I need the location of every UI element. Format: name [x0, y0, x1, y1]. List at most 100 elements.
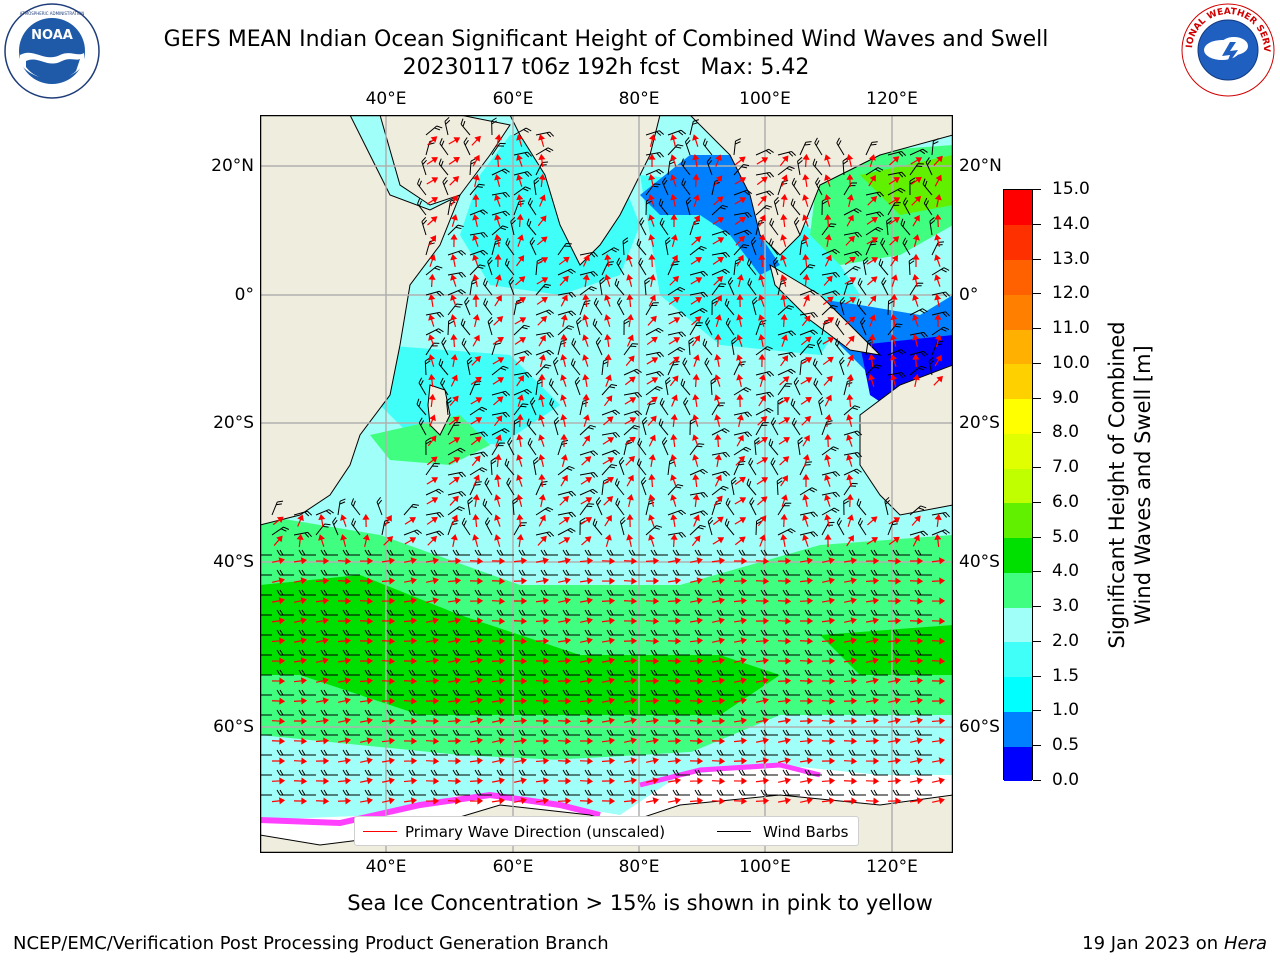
wave-direction-arrow	[381, 657, 396, 665]
wave-height-map	[260, 115, 953, 853]
wave-direction-arrow	[867, 516, 878, 526]
wave-direction-arrow	[888, 517, 901, 525]
wind-barb	[716, 609, 734, 616]
wind-barb	[884, 496, 891, 516]
wind-barb	[510, 216, 516, 236]
wind-barb	[843, 405, 861, 416]
wave-direction-arrow	[800, 797, 813, 805]
wind-barb	[909, 331, 929, 338]
wind-barb	[557, 490, 577, 497]
wave-direction-arrow	[712, 217, 725, 225]
wave-direction-arrow	[315, 557, 330, 565]
wave-direction-arrow	[822, 337, 835, 345]
wind-barb	[430, 729, 448, 736]
wind-barb	[782, 569, 800, 576]
wave-direction-arrow	[557, 617, 571, 625]
wave-direction-arrow	[427, 435, 437, 447]
wave-direction-arrow	[580, 657, 593, 665]
wind-barb	[804, 649, 822, 656]
wave-direction-arrow	[516, 494, 524, 507]
wave-direction-arrow	[667, 577, 682, 585]
wind-barb	[694, 789, 712, 796]
wind-barb	[702, 138, 713, 156]
wind-barb	[694, 549, 712, 556]
wind-barb	[928, 356, 935, 376]
wind-barb	[870, 729, 888, 736]
wave-direction-arrow	[711, 737, 726, 745]
wave-direction-arrow	[755, 577, 770, 585]
wave-direction-arrow	[601, 797, 616, 805]
wind-barb	[425, 342, 440, 356]
wave-direction-arrow	[648, 174, 656, 187]
wind-barb	[931, 512, 950, 518]
wind-barb	[628, 649, 646, 656]
wave-direction-arrow	[624, 436, 636, 445]
wind-barb	[513, 186, 531, 196]
colorbar-tick-mark	[1033, 362, 1041, 364]
colorbar-tick-mark	[1033, 780, 1041, 781]
wave-direction-arrow	[337, 557, 352, 565]
wave-direction-arrow	[911, 515, 921, 526]
wave-direction-arrow	[931, 757, 946, 765]
wave-direction-arrow	[646, 377, 659, 385]
wave-direction-arrow	[494, 534, 502, 547]
wind-barb	[870, 569, 888, 576]
wind-barb	[562, 609, 580, 616]
wave-direction-arrow	[428, 273, 436, 288]
wind-barb	[746, 258, 757, 276]
wind-barb	[557, 511, 577, 518]
wave-direction-arrow	[824, 533, 832, 548]
wind-barb	[672, 729, 690, 736]
wave-direction-arrow	[403, 777, 418, 785]
wave-direction-arrow	[293, 797, 308, 805]
wave-direction-arrow	[403, 797, 418, 805]
wave-direction-arrow	[692, 215, 700, 227]
wave-direction-arrow	[736, 414, 744, 427]
wind-barb	[770, 457, 779, 476]
wave-direction-arrow	[448, 137, 461, 145]
wave-direction-arrow	[712, 617, 725, 625]
wave-direction-arrow	[362, 534, 370, 547]
wind-barb	[584, 549, 602, 556]
wind-barb	[826, 569, 844, 576]
wind-barb	[848, 549, 866, 556]
wind-barb	[518, 549, 536, 556]
wind-barb	[540, 649, 558, 656]
wave-direction-arrow	[711, 797, 726, 805]
colorbar-segment	[1004, 190, 1032, 226]
wind-barb	[408, 609, 426, 616]
wave-direction-arrow	[824, 194, 832, 207]
wave-direction-arrow	[821, 717, 836, 725]
wave-direction-arrow	[603, 416, 614, 426]
wind-barb	[870, 709, 888, 716]
wave-direction-arrow	[846, 154, 854, 167]
wave-direction-arrow	[821, 657, 836, 665]
wave-direction-arrow	[910, 737, 923, 745]
wind-barb	[320, 789, 338, 796]
wave-direction-arrow	[711, 717, 726, 725]
wave-direction-arrow	[714, 414, 722, 427]
wave-direction-arrow	[756, 697, 769, 705]
wind-barb	[293, 531, 313, 538]
wave-direction-arrow	[272, 577, 285, 585]
wave-direction-arrow	[887, 777, 902, 785]
wind-barb	[298, 549, 316, 556]
deep-blue-patch	[860, 335, 953, 415]
wind-barb	[865, 167, 884, 176]
wind-barb	[320, 709, 338, 716]
wind-barb	[474, 589, 492, 596]
colorbar-tick-label: 4.0	[1052, 561, 1080, 582]
wind-barb	[782, 629, 800, 636]
wave-direction-arrow	[426, 177, 439, 185]
wave-direction-arrow	[426, 577, 439, 585]
wave-direction-arrow	[670, 154, 677, 167]
wind-barb	[364, 769, 382, 776]
wind-barb	[804, 589, 822, 596]
wind-barb	[694, 709, 712, 716]
wave-direction-arrow	[645, 737, 660, 745]
wave-direction-arrow	[538, 173, 546, 188]
wind-barb	[689, 307, 708, 316]
wave-direction-arrow	[934, 513, 942, 528]
wave-direction-arrow	[536, 236, 548, 246]
wave-direction-arrow	[381, 577, 396, 585]
